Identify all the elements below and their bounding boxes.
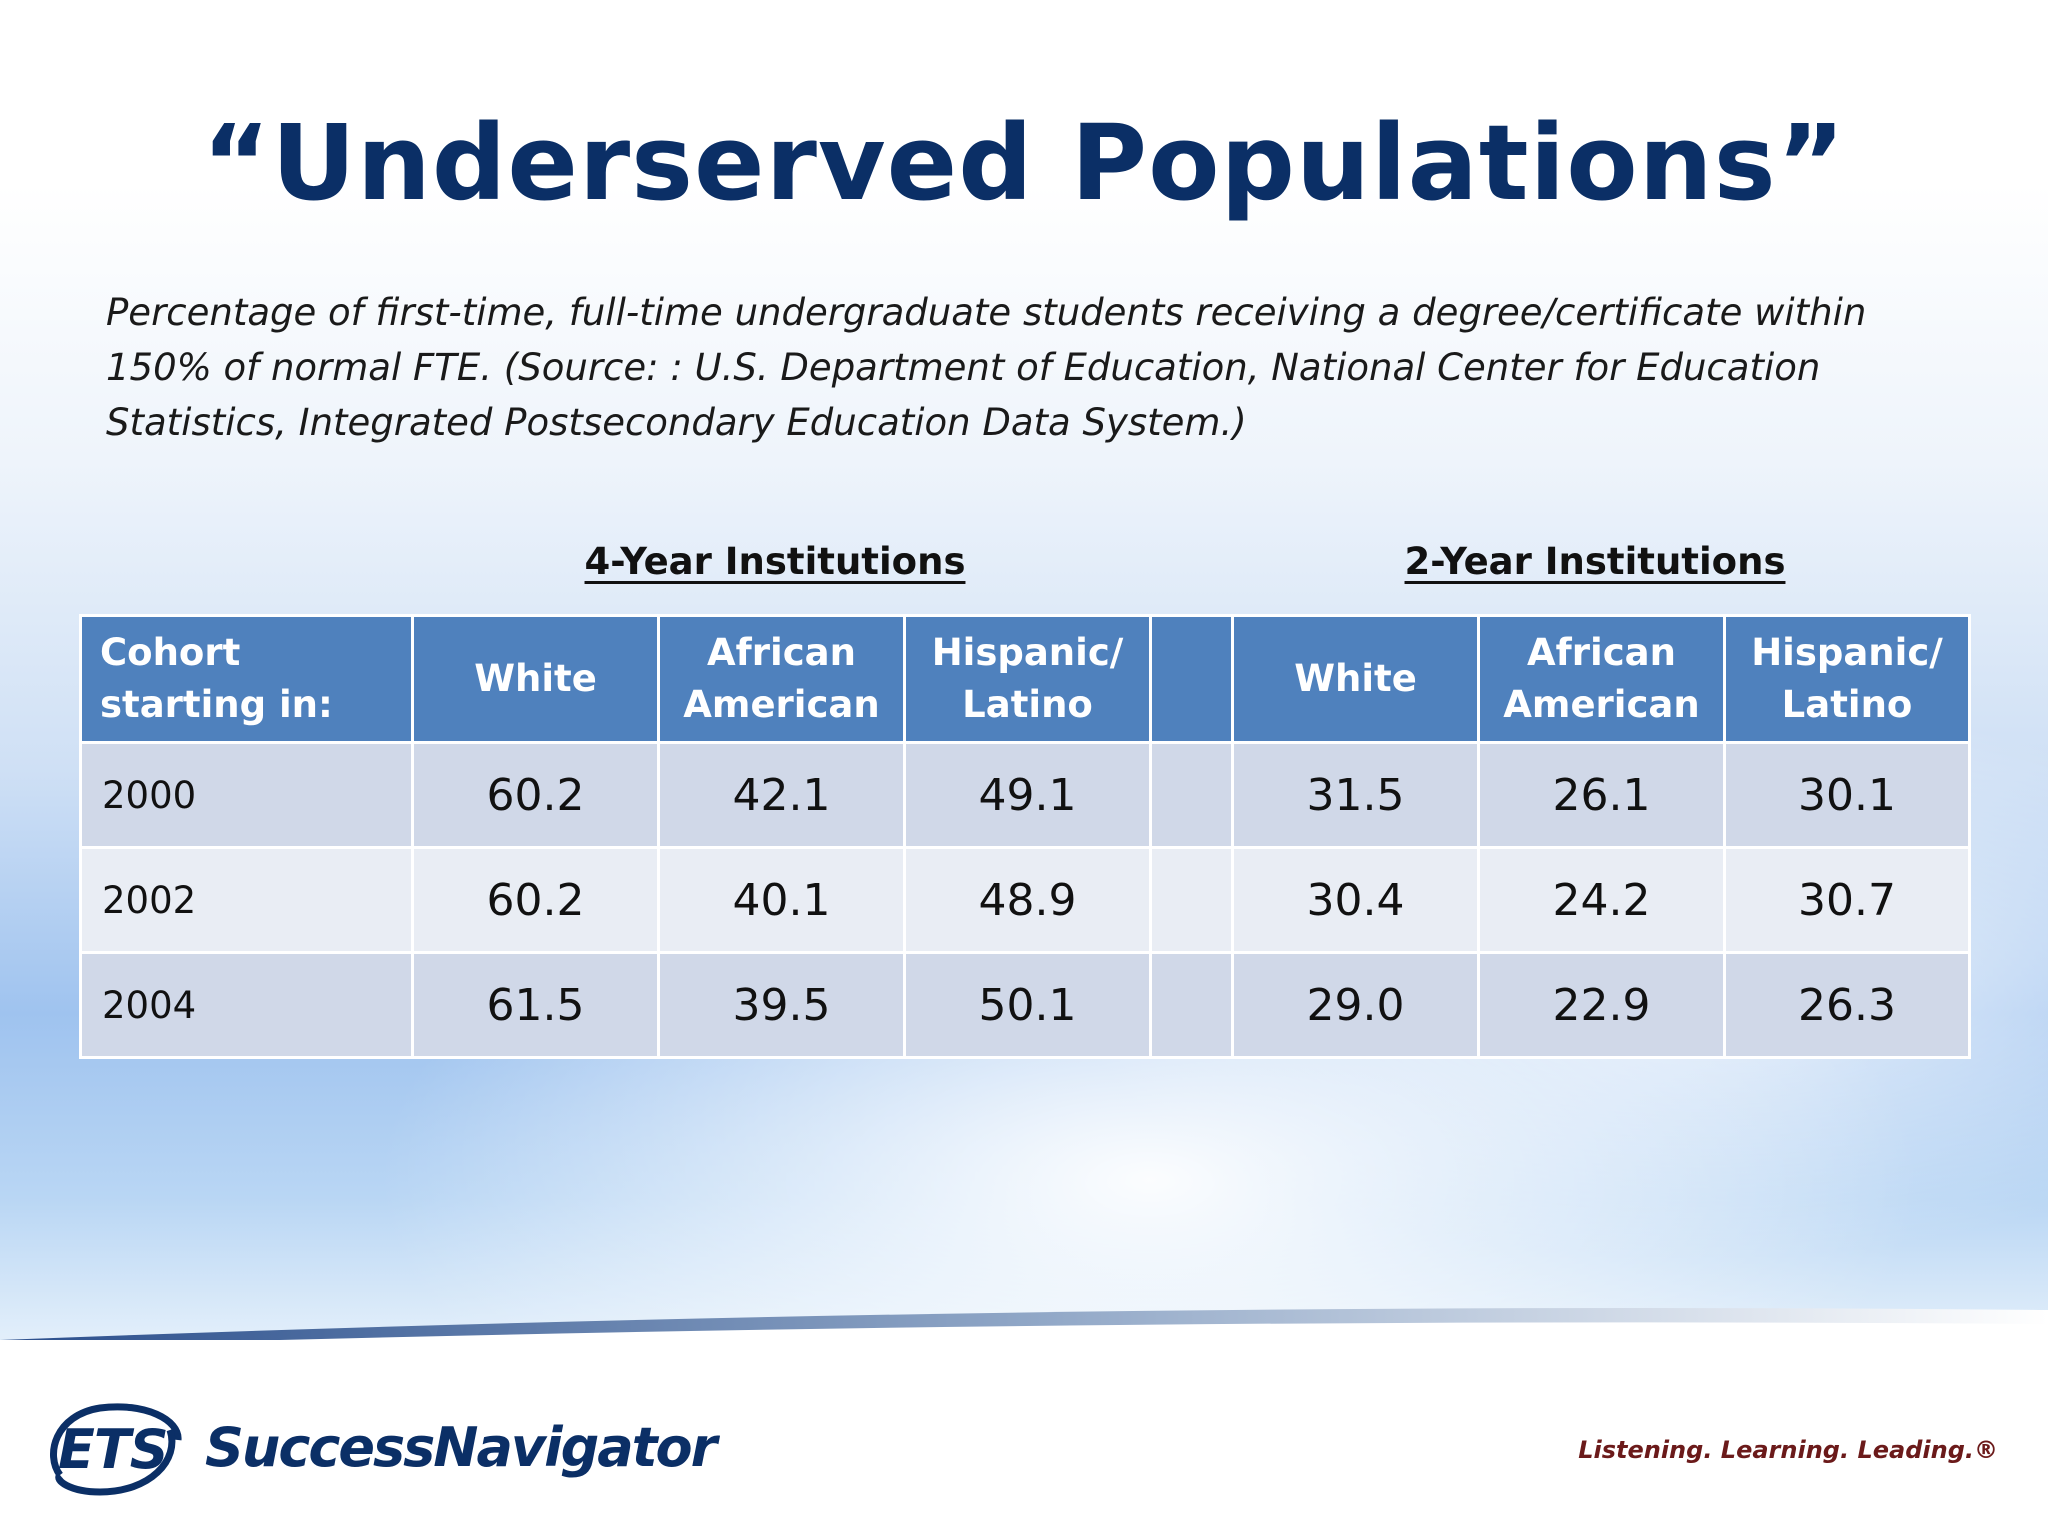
- heading-2-year: 2-Year Institutions: [1404, 540, 1786, 583]
- value-cell: 30.4: [1231, 846, 1480, 954]
- value-cell: 22.9: [1477, 951, 1726, 1059]
- cohort-year-cell: 2004: [79, 951, 414, 1059]
- value-cell: 60.2: [411, 846, 660, 954]
- value-cell: 29.0: [1231, 951, 1480, 1059]
- ets-logo-text: ETS: [58, 1418, 169, 1481]
- header-4yr-hispanic-latino: Hispanic/ Latino: [903, 614, 1152, 744]
- header-spacer: [1149, 614, 1234, 744]
- value-cell: 26.3: [1723, 951, 1971, 1059]
- ets-logo-icon: [50, 1403, 182, 1496]
- table-row: 2002 60.2 40.1 48.9 30.4 24.2 30.7: [79, 846, 1971, 954]
- value-cell: 31.5: [1231, 741, 1480, 849]
- cohort-year-cell: 2002: [79, 846, 414, 954]
- value-cell: 61.5: [411, 951, 660, 1059]
- footer-band: [0, 1340, 2048, 1536]
- header-2yr-african-american: African American: [1477, 614, 1726, 744]
- spacer-cell: [1149, 951, 1234, 1059]
- spacer-cell: [1149, 846, 1234, 954]
- table-row: 2004 61.5 39.5 50.1 29.0 22.9 26.3: [79, 951, 1971, 1059]
- value-cell: 42.1: [657, 741, 906, 849]
- header-2yr-white: White: [1231, 614, 1480, 744]
- value-cell: 24.2: [1477, 846, 1726, 954]
- heading-4-year: 4-Year Institutions: [584, 540, 966, 583]
- table-row: 2000 60.2 42.1 49.1 31.5 26.1 30.1: [79, 741, 1971, 849]
- footer-tagline: Listening. Learning. Leading.®: [1578, 1436, 1998, 1464]
- value-cell: 48.9: [903, 846, 1152, 954]
- value-cell: 49.1: [903, 741, 1152, 849]
- header-2yr-hispanic-latino: Hispanic/ Latino: [1723, 614, 1971, 744]
- cohort-year-cell: 2000: [79, 741, 414, 849]
- value-cell: 40.1: [657, 846, 906, 954]
- header-4yr-african-american: African American: [657, 614, 906, 744]
- brand-name: SuccessNavigator: [205, 1416, 717, 1479]
- header-4yr-white: White: [411, 614, 660, 744]
- value-cell: 30.7: [1723, 846, 1971, 954]
- value-cell: 50.1: [903, 951, 1152, 1059]
- table-header-row: Cohort starting in: White African Americ…: [79, 614, 1971, 744]
- ets-successnavigator-logo: ETS SuccessNavigator: [40, 1400, 740, 1510]
- value-cell: 39.5: [657, 951, 906, 1059]
- value-cell: 30.1: [1723, 741, 1971, 849]
- graduation-rate-table: Cohort starting in: White African Americ…: [79, 614, 1971, 1059]
- slide-title: “Underserved Populations”: [202, 102, 1846, 224]
- header-cohort: Cohort starting in:: [79, 614, 414, 744]
- value-cell: 26.1: [1477, 741, 1726, 849]
- spacer-cell: [1149, 741, 1234, 849]
- value-cell: 60.2: [411, 741, 660, 849]
- slide-subtitle: Percentage of first-time, full-time unde…: [106, 291, 1867, 444]
